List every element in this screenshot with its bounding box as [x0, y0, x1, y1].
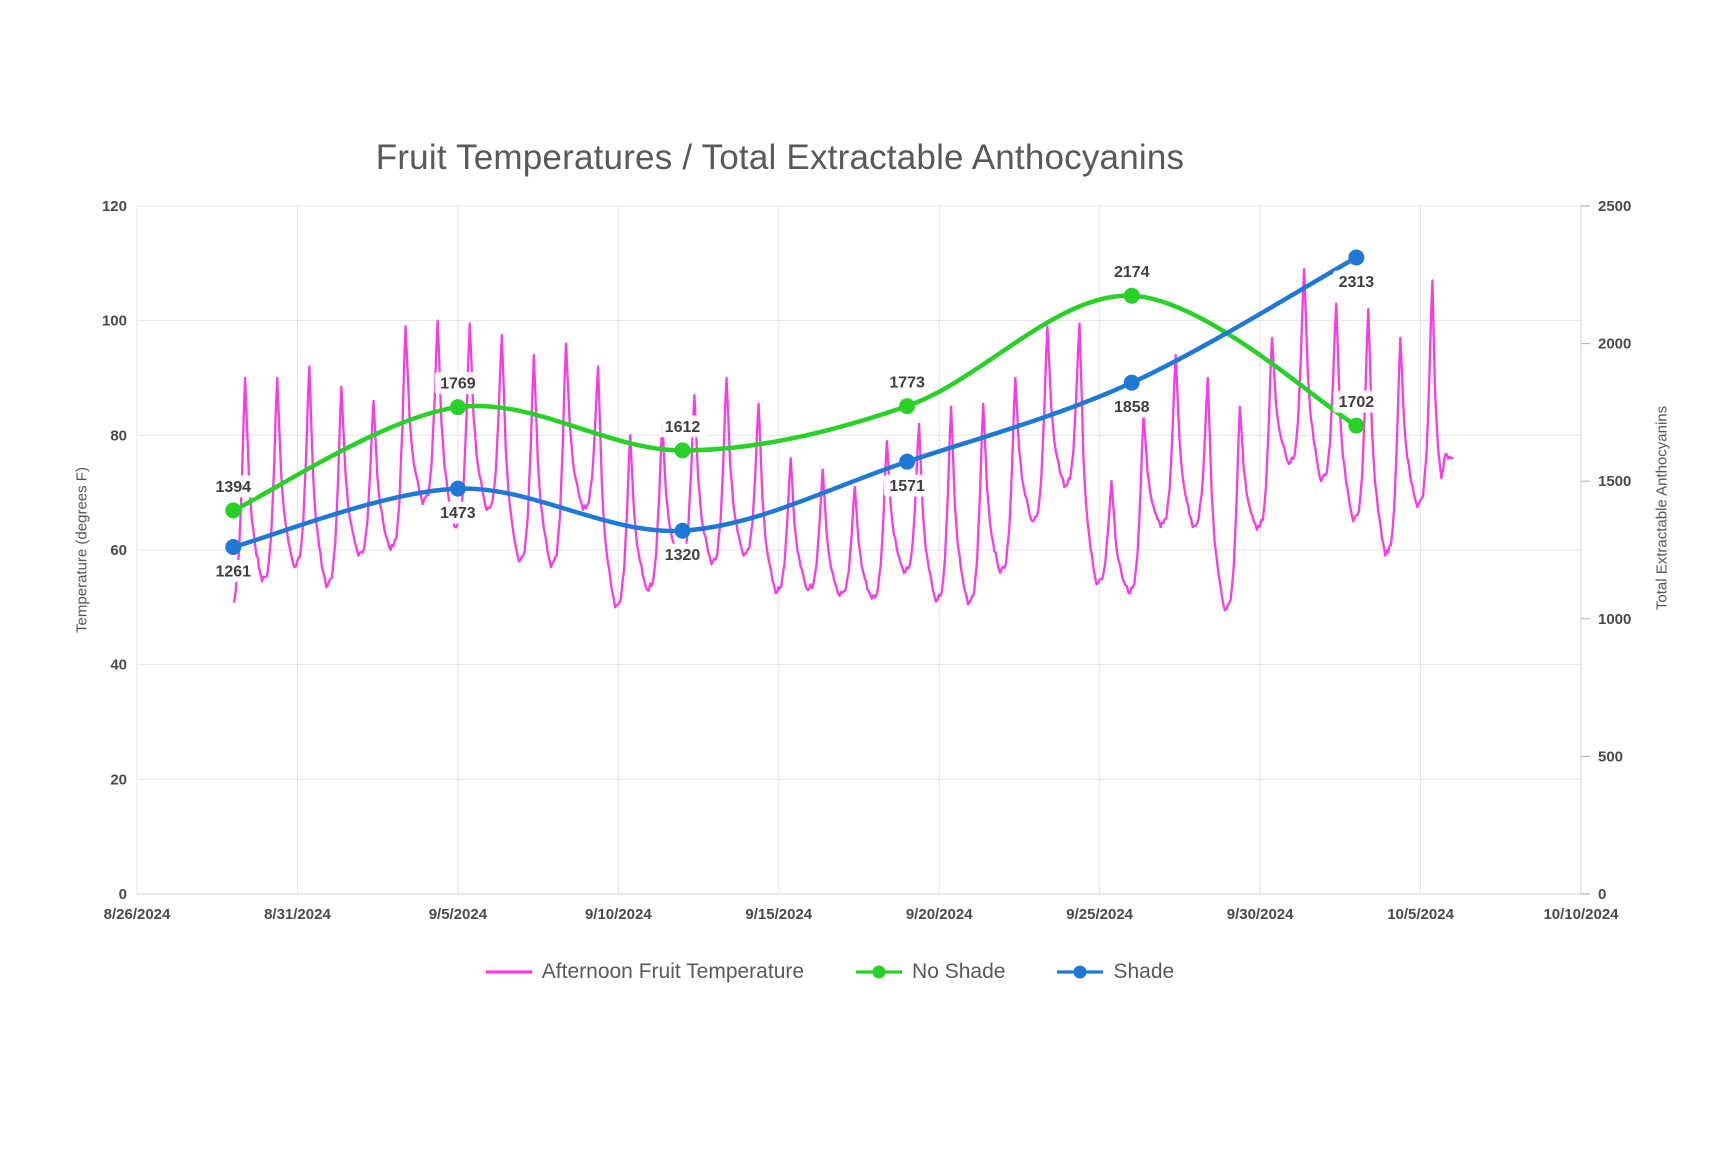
- legend-swatch-icon: [1057, 965, 1104, 979]
- left-axis-tick-label: 60: [110, 542, 127, 559]
- right-axis-tick-label: 0: [1598, 886, 1606, 903]
- legend-label: No Shade: [912, 960, 1006, 983]
- shade-point: [674, 522, 691, 539]
- no_shade-data-label: 1612: [665, 419, 701, 436]
- shade-data-label: 1858: [1114, 399, 1150, 416]
- shade-data-label-bg: [659, 543, 706, 566]
- no_shade-data-label-bg: [434, 372, 482, 395]
- shade-data-label: 1320: [665, 547, 701, 564]
- no_shade-data-label: 1769: [440, 376, 476, 393]
- legend-item-shade[interactable]: Shade: [1057, 960, 1174, 984]
- legend-swatch-icon: [856, 965, 903, 979]
- shade-data-label-bg: [434, 501, 482, 524]
- no_shade-data-label-bg: [883, 371, 931, 394]
- x-axis-tick-label: 8/26/2024: [104, 906, 171, 923]
- x-axis-tick-label: 9/20/2024: [906, 906, 973, 923]
- no_shade-data-label: 1394: [215, 479, 251, 496]
- shade-series-line: [231, 255, 1359, 550]
- left-axis-tick-label: 120: [102, 198, 127, 215]
- no_shade-data-label-bg: [659, 415, 706, 438]
- legend: Afternoon Fruit Temperature No Shade Shade: [0, 960, 1660, 984]
- right-axis-tick-label: 1500: [1598, 473, 1631, 490]
- x-axis-tick-label: 10/5/2024: [1387, 906, 1454, 923]
- no_shade-point: [1123, 287, 1140, 304]
- shade-point: [1348, 249, 1365, 266]
- shade-point: [225, 538, 242, 555]
- x-axis-tick-label: 9/30/2024: [1227, 906, 1294, 923]
- no_shade-data-label: 1773: [889, 375, 925, 392]
- no_shade-data-label-bg: [1108, 260, 1155, 283]
- x-axis-tick-label: 8/31/2024: [264, 906, 331, 923]
- x-axis-tick-label: 9/15/2024: [745, 906, 812, 923]
- right-axis-tick-label: 2000: [1598, 336, 1631, 353]
- shade-data-label-bg: [1108, 395, 1155, 418]
- x-axis-tick-label: 9/10/2024: [585, 906, 652, 923]
- shade-data-label-bg: [210, 559, 257, 582]
- legend-label: Shade: [1113, 960, 1175, 983]
- no_shade-point: [449, 399, 466, 416]
- no_shade-data-label: 1702: [1339, 394, 1375, 411]
- legend-swatch-icon: [485, 970, 532, 974]
- no_shade-data-label-bg: [1333, 390, 1380, 413]
- right-axis-tick-label: 1000: [1598, 611, 1631, 628]
- shade-data-label: 1473: [440, 505, 476, 522]
- no_shade-point: [1348, 417, 1365, 434]
- x-axis-tick-label: 9/5/2024: [429, 906, 488, 923]
- left-axis-tick-label: 40: [110, 657, 127, 674]
- no_shade-point: [674, 442, 691, 459]
- shade-data-label: 2313: [1339, 274, 1375, 291]
- no_shade-data-label: 2174: [1114, 264, 1150, 281]
- no_shade-series-line: [231, 293, 1359, 513]
- legend-item-no-shade[interactable]: No Shade: [856, 960, 1005, 984]
- x-axis-tick-label: 10/10/2024: [1543, 906, 1619, 923]
- x-axis-tick-label: 9/25/2024: [1066, 906, 1133, 923]
- shade-data-label-bg: [883, 474, 931, 497]
- left-axis-tick-label: 20: [110, 771, 127, 788]
- no_shade-point: [225, 502, 242, 519]
- legend-item-afternoon-fruit-temperature[interactable]: Afternoon Fruit Temperature: [485, 960, 805, 984]
- shade-point: [449, 480, 466, 497]
- left-axis-tick-label: 80: [110, 427, 127, 444]
- shade-data-label: 1261: [215, 563, 251, 580]
- temperature-series-line: [233, 267, 1454, 612]
- right-axis-tick-label: 500: [1598, 748, 1623, 765]
- shade-data-label: 1571: [889, 478, 925, 495]
- legend-label: Afternoon Fruit Temperature: [541, 960, 805, 983]
- no_shade-data-label-bg: [210, 475, 257, 498]
- left-axis-tick-label: 0: [119, 886, 127, 903]
- right-axis-tick-label: 2500: [1598, 198, 1631, 215]
- shade-data-label-bg: [1333, 270, 1380, 293]
- shade-point: [899, 453, 916, 470]
- chart-title: Fruit Temperatures / Total Extractable A…: [375, 138, 1185, 177]
- shade-point: [1123, 374, 1140, 391]
- left-axis-tick-label: 100: [102, 313, 127, 330]
- no_shade-point: [899, 398, 916, 415]
